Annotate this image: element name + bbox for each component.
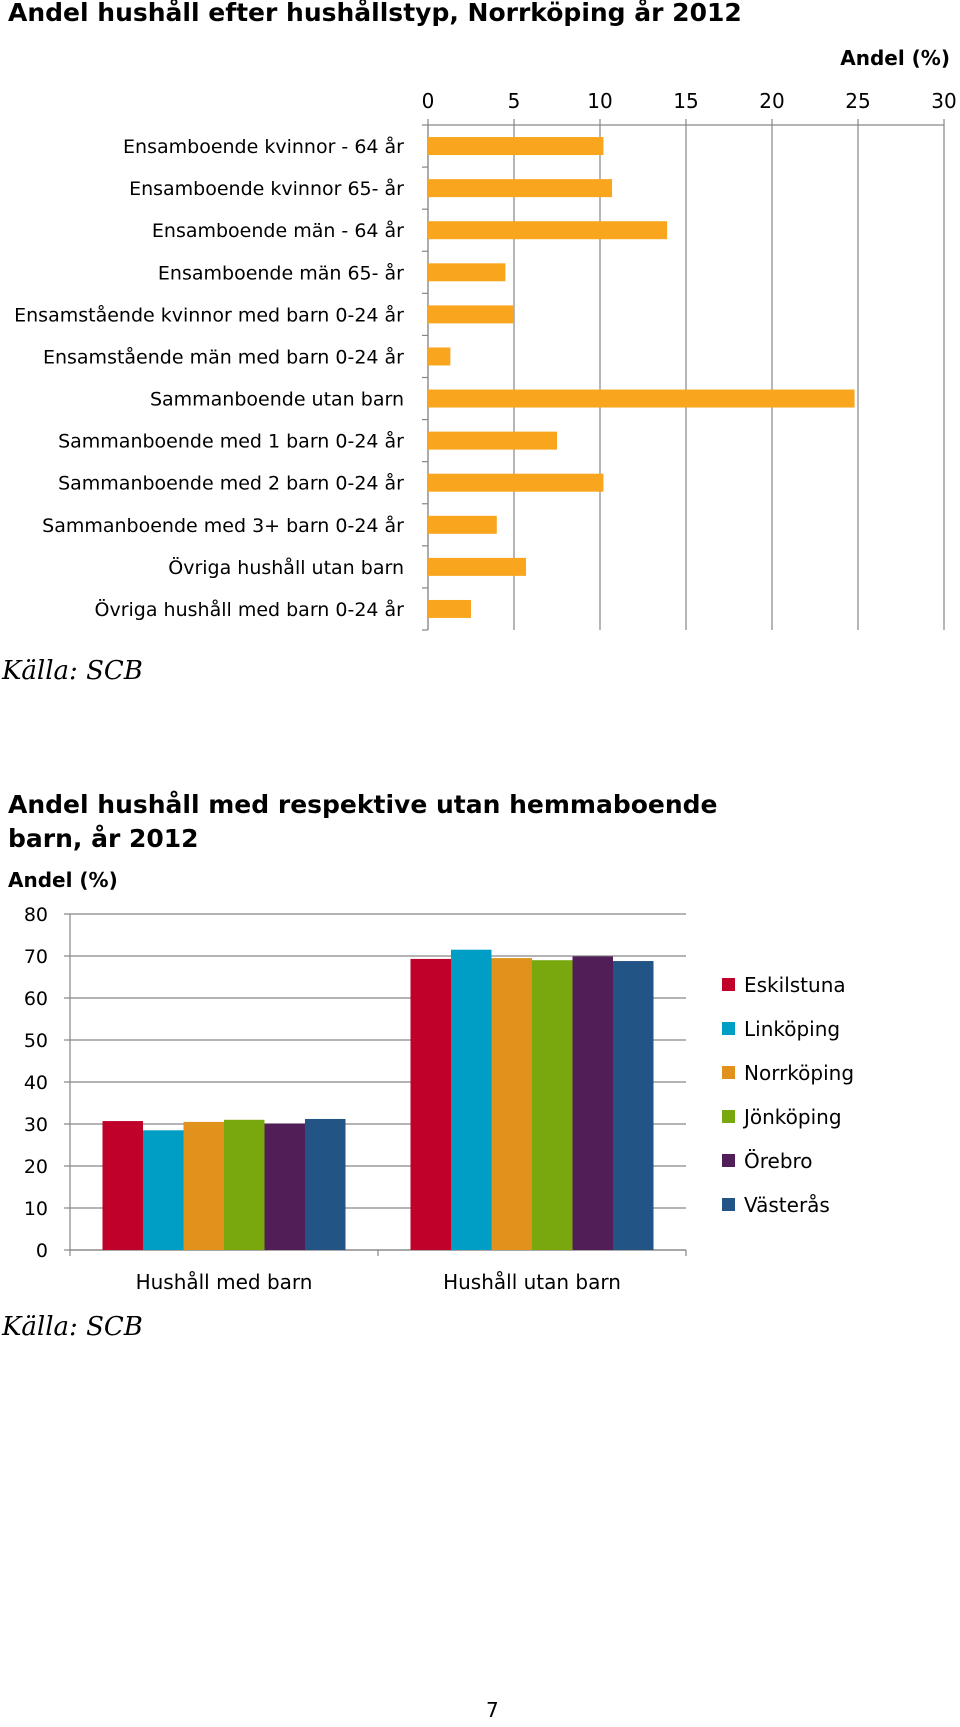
chart-1-title: Andel hushåll efter hushållstyp, Norrköp… bbox=[8, 0, 742, 27]
category-label: Ensamboende män - 64 år bbox=[152, 219, 404, 242]
bar bbox=[613, 961, 654, 1250]
bar bbox=[572, 956, 613, 1250]
bar bbox=[264, 1123, 305, 1250]
chart-2-title: Andel hushåll med respektive utan hemmab… bbox=[8, 790, 718, 853]
bar bbox=[428, 431, 557, 450]
tick-label-y: 70 bbox=[24, 946, 48, 968]
category-label: Hushåll med barn bbox=[136, 1270, 313, 1294]
legend-swatch bbox=[722, 1022, 735, 1035]
chart-2-plot: 0 10 20 30 40 50 60 70 80 Hushåll med barn Hushåll… bbox=[24, 904, 854, 1294]
tick-label-y: 40 bbox=[24, 1072, 48, 1094]
bar bbox=[305, 1118, 346, 1250]
chart-2-axis-unit: Andel (%) bbox=[8, 868, 118, 892]
tick-label-y: 80 bbox=[24, 904, 48, 926]
bar bbox=[428, 263, 506, 282]
bar bbox=[451, 949, 492, 1250]
legend-label: Eskilstuna bbox=[744, 973, 846, 997]
bar bbox=[428, 179, 613, 198]
category-label: Hushåll utan barn bbox=[443, 1270, 621, 1294]
tick-label-y: 10 bbox=[24, 1198, 48, 1220]
category-label: Ensamstående kvinnor med barn 0-24 år bbox=[14, 303, 404, 326]
legend-swatch bbox=[722, 1110, 735, 1123]
legend-swatch bbox=[722, 1198, 735, 1211]
bar bbox=[428, 389, 855, 408]
legend-label: Jönköping bbox=[742, 1105, 842, 1129]
legend-label: Örebro bbox=[744, 1149, 813, 1173]
tick-label-x: 20 bbox=[759, 89, 784, 113]
chart-2-source: Källa: SCB bbox=[2, 1312, 143, 1342]
bar bbox=[428, 473, 604, 492]
tick-label-x: 15 bbox=[673, 89, 698, 113]
bar bbox=[428, 515, 497, 534]
legend-swatch bbox=[722, 1154, 735, 1167]
page-number: 7 bbox=[486, 1698, 499, 1722]
tick-label-y: 60 bbox=[24, 988, 48, 1010]
category-label: Sammanboende med 1 barn 0-24 år bbox=[58, 430, 404, 453]
category-label: Ensamboende kvinnor 65- år bbox=[129, 177, 404, 200]
tick-label-y: 50 bbox=[24, 1030, 48, 1052]
legend-label: Norrköping bbox=[744, 1061, 854, 1085]
legend-label: Linköping bbox=[744, 1017, 840, 1041]
category-label: Ensamboende kvinnor - 64 år bbox=[123, 135, 404, 158]
bar bbox=[428, 137, 604, 156]
bar bbox=[183, 1121, 224, 1250]
category-label: Övriga hushåll med barn 0-24 år bbox=[95, 598, 405, 621]
bar bbox=[428, 221, 668, 240]
bar bbox=[428, 305, 514, 324]
tick-label-y: 30 bbox=[24, 1114, 48, 1136]
bar bbox=[428, 347, 451, 366]
bar bbox=[410, 958, 451, 1250]
chart-1-source: Källa: SCB bbox=[2, 656, 143, 686]
category-label: Ensamstående män med barn 0-24 år bbox=[43, 345, 404, 368]
legend-swatch bbox=[722, 978, 735, 991]
tick-label-x: 25 bbox=[845, 89, 870, 113]
tick-label-x: 10 bbox=[587, 89, 612, 113]
tick-label-y: 20 bbox=[24, 1156, 48, 1178]
chart-1-axis-unit: Andel (%) bbox=[840, 46, 950, 70]
category-label: Sammanboende med 3+ barn 0-24 år bbox=[42, 514, 404, 537]
tick-label-x: 0 bbox=[422, 89, 435, 113]
category-label: Sammanboende med 2 barn 0-24 år bbox=[58, 472, 404, 495]
legend-swatch bbox=[722, 1066, 735, 1079]
chart-1-plot: 0 5 10 15 20 25 30 Ensamboende kvinnor - 64 år E… bbox=[14, 89, 957, 631]
tick-label-x: 5 bbox=[508, 89, 521, 113]
bar bbox=[428, 599, 471, 618]
bar bbox=[428, 557, 527, 576]
tick-label-y: 0 bbox=[36, 1240, 48, 1262]
bar bbox=[143, 1130, 184, 1250]
category-label: Sammanboende utan barn bbox=[150, 389, 404, 411]
bar bbox=[491, 958, 532, 1250]
category-label: Ensamboende män 65- år bbox=[158, 261, 404, 284]
bar bbox=[532, 960, 573, 1250]
bar bbox=[102, 1121, 143, 1250]
bar bbox=[224, 1119, 265, 1250]
legend-label: Västerås bbox=[744, 1193, 830, 1217]
tick-label-x: 30 bbox=[931, 89, 956, 113]
category-label: Övriga hushåll utan barn bbox=[168, 556, 404, 579]
